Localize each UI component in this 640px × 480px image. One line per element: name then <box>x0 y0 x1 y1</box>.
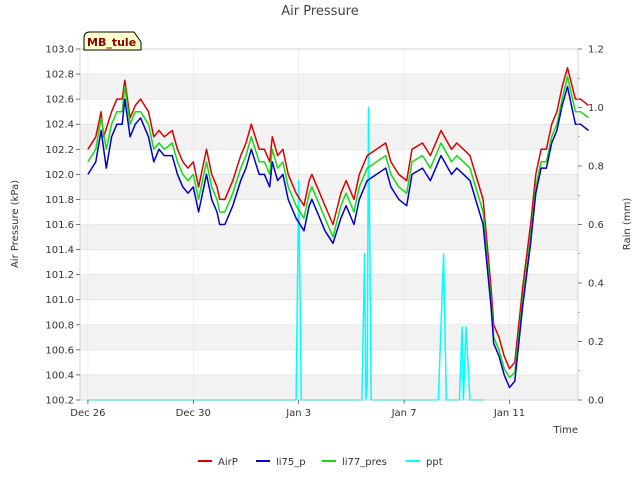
y2-tick-label: 0.6 <box>588 220 604 231</box>
left-axis-ticks: 100.2 100.4 100.6 100.8 101.0 101.2 101.4 101.6… <box>45 45 80 407</box>
x-gridlines <box>87 49 510 400</box>
legend-label-li75_p: li75_p <box>276 457 306 468</box>
y2-tick-label: 0.2 <box>588 337 604 348</box>
station-badge: MB_tule <box>83 31 142 51</box>
series-line-AirP <box>87 67 589 370</box>
y-tick-label: 100.8 <box>45 320 74 331</box>
y-tick-label: 102.2 <box>45 145 74 156</box>
y2-tick-label: 0.8 <box>588 162 604 173</box>
background-band <box>80 274 578 300</box>
background-band <box>80 374 578 400</box>
legend-label-ppt: ppt <box>426 457 443 468</box>
legend-label-AirP: AirP <box>218 457 238 468</box>
x-axis-ticks: Dec 26 Dec 30 Jan 3 Jan 7 Jan 11 <box>70 400 525 419</box>
x-tick-label: Dec 26 <box>70 408 105 419</box>
y2-tick-label: 0.4 <box>588 279 604 290</box>
series-line-li77_pres <box>87 75 589 379</box>
y-tick-label: 101.2 <box>45 270 74 281</box>
y2-tick-label: 1.0 <box>588 103 604 114</box>
y-tick-label: 102.6 <box>45 95 74 106</box>
background-band <box>80 324 578 350</box>
y-tick-label: 102.8 <box>45 70 74 81</box>
y-tick-label: 101.0 <box>45 295 74 306</box>
background-band <box>80 174 578 200</box>
x-tick-label: Jan 7 <box>391 408 417 419</box>
y2-tick-label: 1.2 <box>588 45 604 56</box>
x-axis-label: Time <box>553 425 578 436</box>
station-badge-shape <box>83 31 142 51</box>
y-axis-label: Air Pressure (kPa) <box>10 180 21 268</box>
background-band <box>80 74 578 100</box>
x-tick-label: Dec 30 <box>176 408 211 419</box>
x-tick-label: Jan 3 <box>285 408 311 419</box>
y-tick-label: 101.6 <box>45 220 74 231</box>
y-tick-label: 102.4 <box>45 120 74 131</box>
right-axis-ticks: 0.0 0.2 0.4 0.6 0.8 1.0 1.2 <box>578 45 604 407</box>
background-band <box>80 124 578 150</box>
y-tick-label: 100.4 <box>45 370 74 381</box>
y-tick-label: 100.6 <box>45 345 74 356</box>
y-tick-label: 101.8 <box>45 195 74 206</box>
y-tick-label: 102.0 <box>45 170 74 181</box>
station-label: MB_tule <box>87 36 136 49</box>
y-tick-label: 101.4 <box>45 245 74 256</box>
x-tick-label: Jan 11 <box>493 408 525 419</box>
y-tick-label: 103.0 <box>45 45 74 56</box>
series-line-ppt <box>87 106 484 401</box>
y2-tick-label: 0.0 <box>588 396 604 407</box>
series-line-li75_p <box>87 85 589 389</box>
legend: AirP li75_p li77_pres ppt <box>198 457 443 468</box>
chart-title: Air Pressure <box>281 4 359 19</box>
legend-label-li77_pres: li77_pres <box>342 457 387 468</box>
y2-axis-label: Rain (mm) <box>622 198 633 251</box>
background-bands <box>80 48 578 401</box>
y-tick-label: 100.2 <box>45 396 74 407</box>
